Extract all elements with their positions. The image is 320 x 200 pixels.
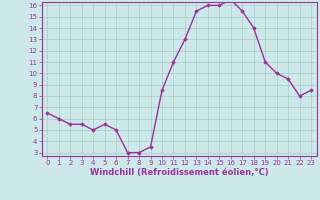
X-axis label: Windchill (Refroidissement éolien,°C): Windchill (Refroidissement éolien,°C) [90,168,268,177]
